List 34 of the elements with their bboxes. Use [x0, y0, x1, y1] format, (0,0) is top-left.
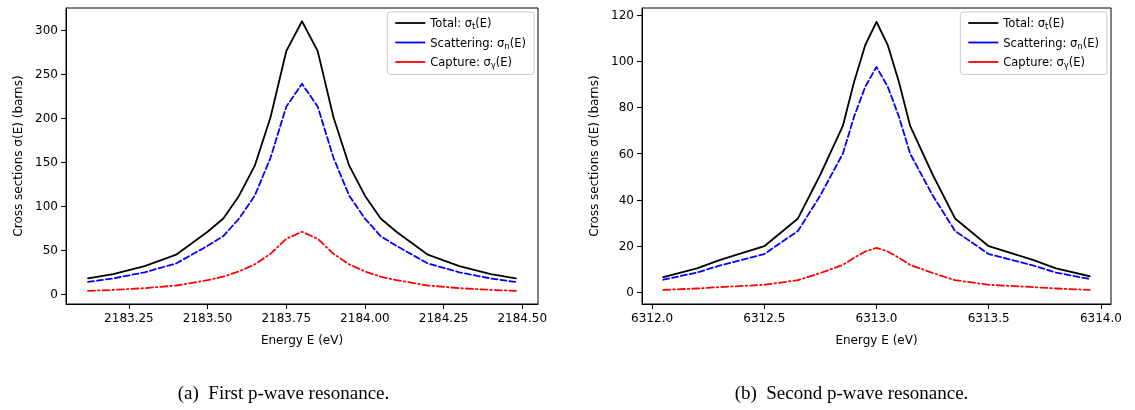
- x-axis-title: Energy E (eV): [260, 333, 344, 347]
- x-tick-label: 6312.0: [631, 311, 674, 325]
- y-tick-label: 120: [611, 7, 634, 22]
- text: (b) Second p-wave resonance.: [734, 382, 969, 404]
- y-tick-label: 100: [35, 199, 58, 214]
- y-axis-title: Cross sections σ(E) (barns): [11, 75, 25, 237]
- x-tick-label: 2183.25: [104, 311, 154, 325]
- x-tick-label: 6314.0: [1079, 311, 1122, 325]
- x-tick-label: 6313.0: [855, 311, 898, 325]
- text: (a) First p-wave resonance.: [177, 382, 390, 404]
- y-tick-label: 40: [618, 192, 634, 207]
- y-tick-label: 0: [626, 285, 634, 300]
- x-tick-label: 2184.50: [497, 311, 548, 325]
- line-series: [87, 82, 517, 283]
- y-tick-label: 150: [35, 155, 58, 170]
- y-tick-label: 100: [611, 54, 634, 69]
- x-tick-label: 6312.5: [743, 311, 786, 325]
- x-tick-label: 2183.50: [182, 311, 233, 325]
- y-tick-label: 20: [618, 239, 634, 254]
- y-axis-title: Cross sections σ(E) (barns): [587, 75, 601, 237]
- y-tick-label: 60: [618, 146, 634, 161]
- y-tick-label: 80: [618, 100, 634, 115]
- x-tick-label: 2184.00: [340, 311, 390, 325]
- y-tick-label: 250: [35, 67, 58, 82]
- x-axis-title: Energy E (eV): [835, 333, 918, 347]
- y-tick-label: 300: [35, 23, 58, 38]
- line-series: [662, 246, 1091, 291]
- y-tick-label: 200: [35, 111, 58, 126]
- x-tick-label: 6313.5: [967, 311, 1010, 325]
- x-tick-label: 2184.25: [418, 311, 469, 325]
- y-tick-label: 0: [50, 287, 58, 302]
- line-series: [87, 230, 517, 292]
- x-tick-label: 2183.75: [261, 311, 312, 325]
- y-tick-label: 50: [42, 243, 58, 258]
